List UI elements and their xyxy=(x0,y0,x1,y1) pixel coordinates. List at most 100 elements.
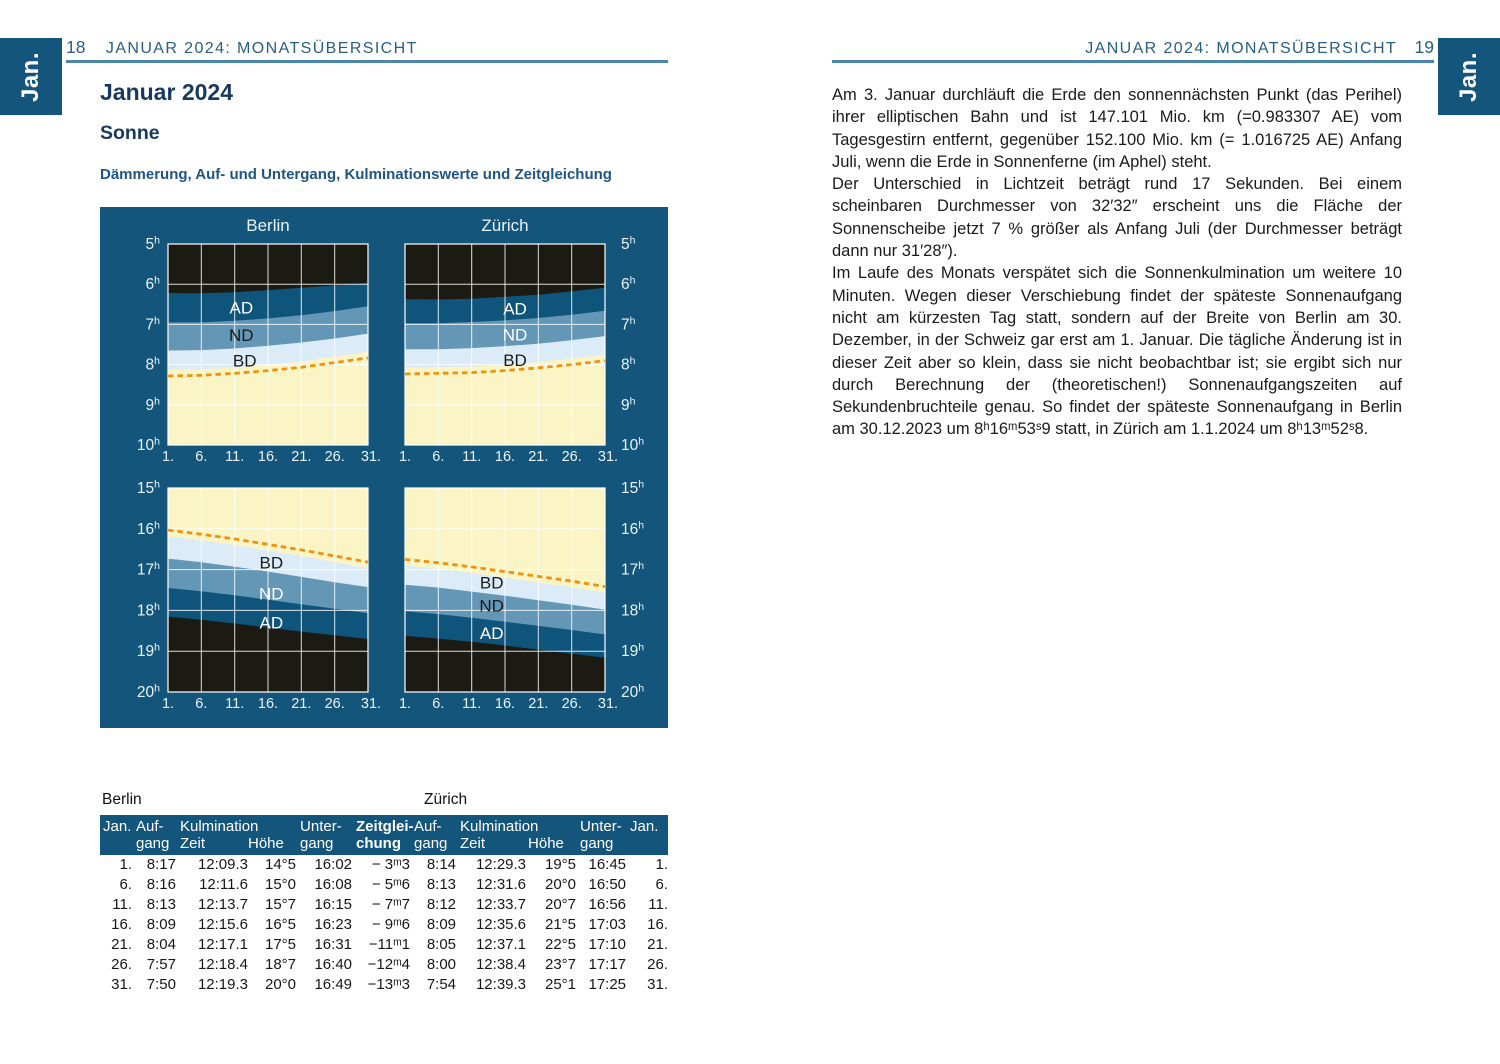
table-row: 26. 7:57 12:18.4 18°7 16:40 −12ᵐ4 8:00 12:38.4 2… xyxy=(100,955,668,975)
chart-day-tick: 26. xyxy=(325,449,345,465)
page-number-right: 19 xyxy=(1414,37,1434,57)
table-cell: 7:57 xyxy=(146,956,176,973)
table-cell: 11. xyxy=(112,896,132,913)
table-cell: 17:17 xyxy=(588,956,627,973)
sun-set-line xyxy=(167,528,369,564)
table-row: 16. 8:09 12:15.6 16°5 16:23 − 9ᵐ6 8:09 12:35.6 2… xyxy=(100,915,668,935)
table-cell: 25°1 xyxy=(545,976,577,993)
table-cell: 16:45 xyxy=(588,856,627,873)
chart-hour-label: 6h xyxy=(146,275,161,294)
table-cell: 8:17 xyxy=(146,856,176,873)
page-header-right: JANUAR 2024: MONATSÜBERSICHT 19 xyxy=(832,37,1434,58)
chart-city-label-zurich: Zürich xyxy=(481,216,528,235)
running-header-right: JANUAR 2024: MONATSÜBERSICHT xyxy=(1085,40,1398,57)
table-cell: 23°7 xyxy=(545,956,577,973)
table-cell: 16:49 xyxy=(314,976,353,993)
table-cell: 11. xyxy=(648,896,669,913)
page-header-left: 18 JANUAR 2024: MONATSÜBERSICHT xyxy=(66,37,418,58)
col-kulmination-berlin: Kulmination Zeit Höhe xyxy=(176,815,297,855)
chart-day-tick: 26. xyxy=(562,696,582,712)
chart-hour-label: 8h xyxy=(621,355,636,374)
chart-day-tick: 21. xyxy=(528,449,548,465)
table-cell: − 7ᵐ7 xyxy=(371,896,411,913)
table-cell: 20°7 xyxy=(545,896,577,913)
table-cell: 8:05 xyxy=(426,936,457,953)
table-cell: 12:33.7 xyxy=(475,896,527,913)
chart-day-tick: 6. xyxy=(195,696,207,712)
twilight-zone-label-ad: AD xyxy=(259,614,283,633)
chart-hour-label: 16h xyxy=(137,519,160,538)
col-untergang-zurich: Unter-gang xyxy=(576,815,627,855)
table-header: Jan. Auf-gang Kulmination Zeit Höhe Unter… xyxy=(100,815,669,855)
chart-frame xyxy=(404,487,606,693)
twilight-zone-label-ad: AD xyxy=(229,299,253,318)
chart-hour-label: 20h xyxy=(137,683,160,702)
twilight-zone-label-bd: BD xyxy=(503,351,527,370)
table-cell: 15°0 xyxy=(264,876,297,893)
table-cell: 12:19.3 xyxy=(197,976,248,993)
chart-panel-berlin-morning: AD ND BD 1. 6. 11. 16. 21. 26. 31. xyxy=(162,243,381,465)
table-cell: 16:40 xyxy=(314,956,353,973)
page-number-left: 18 xyxy=(66,37,86,57)
col-jan-left: Jan. xyxy=(100,815,132,855)
table-cell: 18°7 xyxy=(264,956,297,973)
table-cell: 12:09.3 xyxy=(197,856,248,873)
col-aufgang-berlin: Auf-gang xyxy=(132,815,176,855)
col-aufgang-zurich: Auf-gang xyxy=(410,815,457,855)
table-cell: −11ᵐ1 xyxy=(368,936,411,953)
chart-day-tick: 16. xyxy=(495,696,515,712)
month-tab-right-label: Jan. xyxy=(1455,51,1482,102)
paragraph-perihel: Am 3. Januar durchläuft die Erde den son… xyxy=(832,86,1402,171)
table-cell: 16:23 xyxy=(314,916,353,933)
table-cell: 17:10 xyxy=(588,936,627,953)
chart-day-tick: 11. xyxy=(225,449,244,465)
chart-day-tick: 1. xyxy=(162,696,174,712)
month-tab-right: Jan. xyxy=(1438,38,1500,115)
table-cell: 8:14 xyxy=(426,856,457,873)
table-cell: 8:09 xyxy=(146,916,176,933)
table-cell: 8:00 xyxy=(426,956,457,973)
chart-day-tick: 6. xyxy=(432,449,444,465)
chart-day-tick: 11. xyxy=(225,696,244,712)
table-cell: 12:35.6 xyxy=(475,916,527,933)
table-cell: 8:13 xyxy=(146,896,176,913)
table-cell: 8:12 xyxy=(426,896,457,913)
chart-day-tick: 31. xyxy=(598,449,618,465)
table-cell: 6. xyxy=(119,876,132,893)
table-cell: 31. xyxy=(111,976,132,993)
table-cell: 20°0 xyxy=(264,976,297,993)
table-cell: 12:39.3 xyxy=(475,976,527,993)
chart-frame xyxy=(167,487,369,693)
chart-hour-label: 20h xyxy=(621,683,644,702)
table-cell: 21°5 xyxy=(545,916,577,933)
twilight-zone-label-nd: ND xyxy=(503,326,528,345)
table-city-labels: Berlin Zürich xyxy=(100,790,668,815)
chart-day-tick: 26. xyxy=(562,449,582,465)
chart-hour-label: 15h xyxy=(621,479,644,498)
twilight-zone-label-bd: BD xyxy=(233,352,257,371)
table-cell: 6. xyxy=(655,876,669,893)
chart-hour-label: 10h xyxy=(621,436,644,455)
chart-hour-label: 17h xyxy=(621,560,644,579)
chart-hour-label: 17h xyxy=(137,560,160,579)
col-zeitgleichung: Zeitglei-chung xyxy=(352,815,414,855)
chart-hour-label: 19h xyxy=(137,642,160,661)
chart-day-tick: 11. xyxy=(462,449,481,465)
table-header-row: Jan. Auf-gang Kulmination Zeit Höhe Unter… xyxy=(100,815,669,855)
col-kulmination-zurich: Kulmination Zeit Höhe xyxy=(456,815,577,855)
chart-panel-zurich-evening: BD ND AD 1. 6. 11. 16. 21. 26. 31. xyxy=(399,487,618,712)
chart-day-tick: 6. xyxy=(432,696,444,712)
chart-hour-label: 18h xyxy=(621,601,644,620)
table-cell: 17:03 xyxy=(588,916,627,933)
section-title: Sonne xyxy=(100,122,160,144)
sun-set-line xyxy=(404,558,606,588)
table-cell: − 9ᵐ6 xyxy=(371,916,411,933)
table-cell: 16:15 xyxy=(314,896,353,913)
table-cell: 8:09 xyxy=(426,916,457,933)
article-text: Am 3. Januar durchläuft die Erde den son… xyxy=(832,84,1402,441)
table-cell: 21. xyxy=(647,936,669,953)
table-cell: 31. xyxy=(647,976,669,993)
table-cell: 14°5 xyxy=(264,856,297,873)
chart-day-tick: 1. xyxy=(162,449,174,465)
chart-day-tick: 26. xyxy=(325,696,345,712)
